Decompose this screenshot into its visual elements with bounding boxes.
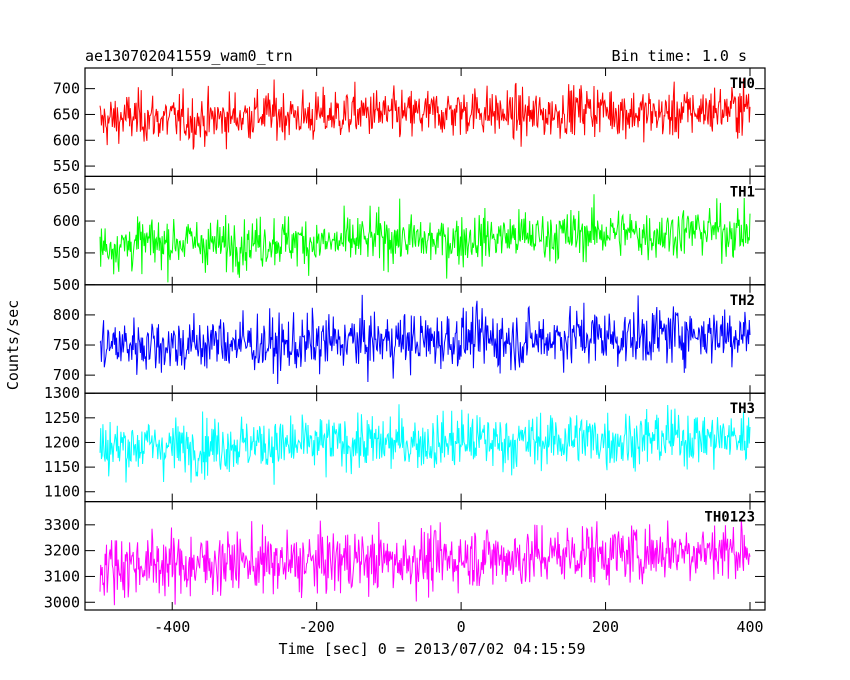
y-tick-label: 1300 (44, 384, 80, 402)
figure-title: ae130702041559_wam0_trn (85, 47, 293, 65)
series-th2 (99, 294, 751, 385)
y-tick-label: 600 (53, 212, 80, 230)
y-tick-label: 1150 (44, 458, 80, 476)
y-tick-label: 1100 (44, 483, 80, 501)
panel-frame (84, 501, 766, 611)
panel-frame (84, 67, 766, 178)
y-tick-label: 1250 (44, 409, 80, 427)
bin-time-label: Bin time: 1.0 s (612, 47, 747, 65)
x-axis: -400 -200 0 200 400 (154, 618, 763, 636)
y-tick-label: 1200 (44, 433, 80, 451)
y-tick-label: 550 (53, 244, 80, 262)
panel-th1: 500 550 600 650 TH1 (53, 175, 766, 294)
y-tick-label: 800 (53, 306, 80, 324)
y-tick-label: 3000 (44, 593, 80, 611)
x-tick-label: 200 (592, 618, 619, 636)
panels: 550 600 650 700 TH0 500 550 600 650 TH1 700 750 800 T… (44, 67, 766, 611)
x-tick-label: 0 (457, 618, 466, 636)
x-tick-label: 400 (736, 618, 763, 636)
y-tick-label: 700 (53, 366, 80, 384)
y-tick-label: 550 (53, 157, 80, 175)
x-tick-label: -400 (154, 618, 190, 636)
panel-th2: 700 750 800 TH2 (53, 284, 766, 394)
panel-name-label: TH1 (730, 184, 755, 200)
series-th0 (99, 78, 751, 150)
y-tick-label: 750 (53, 336, 80, 354)
panel-th0: 550 600 650 700 TH0 (53, 67, 766, 178)
panel-name-label: TH3 (730, 401, 755, 417)
panel-name-label: TH0 (730, 76, 755, 92)
series-th3 (99, 404, 751, 485)
series-th0123 (99, 519, 751, 606)
y-tick-label: 700 (53, 80, 80, 98)
y-tick-label: 600 (53, 131, 80, 149)
panel-th0123: 3000 3100 3200 3300 TH0123 (44, 501, 766, 611)
panel-th3: 1100 1150 1200 1250 1300 TH3 (44, 384, 766, 503)
y-tick-label: 3300 (44, 516, 80, 534)
panel-name-label: TH0123 (704, 510, 755, 526)
y-tick-label: 3100 (44, 567, 80, 585)
x-tick-label: -200 (299, 618, 335, 636)
series-th1 (99, 194, 751, 283)
y-tick-label: 3200 (44, 542, 80, 560)
x-axis-label: Time [sec] 0 = 2013/07/02 04:15:59 (278, 640, 585, 658)
y-axis-label: Counts/sec (4, 300, 22, 390)
y-tick-label: 500 (53, 276, 80, 294)
panel-name-label: TH2 (730, 293, 755, 309)
y-tick-label: 650 (53, 180, 80, 198)
y-tick-label: 650 (53, 105, 80, 123)
